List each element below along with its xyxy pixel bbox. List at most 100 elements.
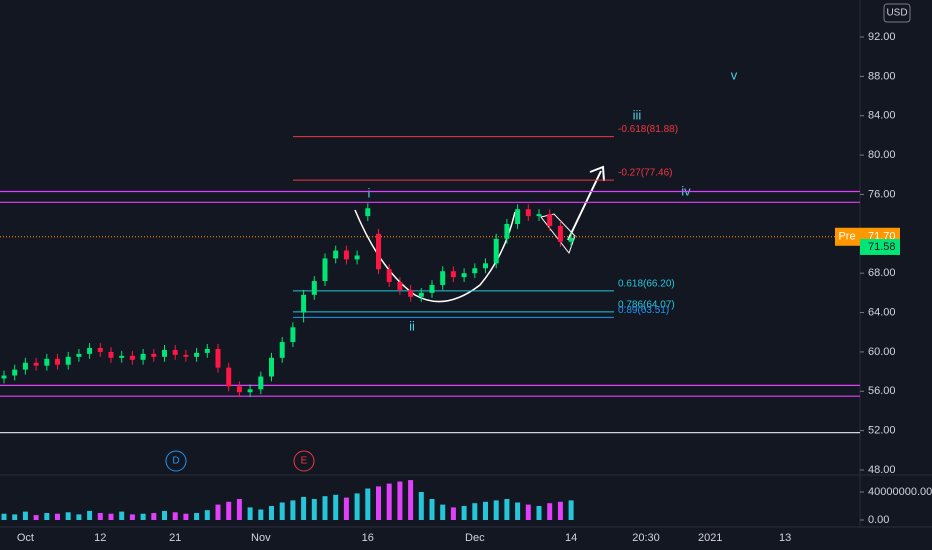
candle-body <box>247 389 253 393</box>
x-tick-label: Dec <box>465 532 485 544</box>
volume-bar <box>493 500 499 520</box>
y-tick-label: 60.00 <box>868 346 896 358</box>
candle-body <box>311 281 317 295</box>
candle-body <box>333 250 339 259</box>
volume-bar <box>354 493 360 520</box>
x-tick-label: Nov <box>251 532 271 544</box>
candle-body <box>525 209 531 217</box>
fib-label: 0.618(66.20) <box>618 279 675 290</box>
currency-button[interactable] <box>883 3 911 23</box>
candle-body <box>236 386 242 393</box>
candle-body <box>450 271 456 278</box>
volume-tick-label: 40000000.00 <box>868 486 932 498</box>
candle-body <box>151 353 157 357</box>
x-tick-label: 2021 <box>698 532 722 544</box>
volume-bar <box>301 496 307 520</box>
candle-body <box>269 357 274 377</box>
candle-body <box>119 355 125 358</box>
fib-label: 0.89(63.51) <box>618 305 669 316</box>
volume-bar <box>87 510 93 520</box>
volume-bar <box>97 513 103 520</box>
volume-bar <box>215 504 221 520</box>
wave-label: i <box>368 185 371 200</box>
y-tick-label: 92.00 <box>868 31 896 43</box>
candle-body <box>97 347 103 352</box>
x-tick-label: Oct <box>17 532 34 544</box>
y-tick-label: 76.00 <box>868 188 896 200</box>
candle-body <box>12 369 18 376</box>
candle-body <box>1 375 7 379</box>
candle-body <box>504 223 510 239</box>
volume-bar <box>279 502 285 520</box>
volume-bar <box>194 513 200 520</box>
volume-bar <box>472 503 478 520</box>
volume-bar <box>269 506 274 520</box>
volume-bar <box>33 515 39 520</box>
candle-body <box>44 358 50 366</box>
candle-body <box>226 367 232 387</box>
x-tick-label: 21 <box>169 532 181 544</box>
wave-label: ii <box>409 318 415 333</box>
fib-label: -0.27(77.46) <box>618 168 672 179</box>
volume-bar <box>429 499 435 520</box>
candle-body <box>65 356 71 365</box>
event-label: D <box>172 456 179 467</box>
candle-body <box>386 269 392 283</box>
volume-bar <box>162 510 167 520</box>
volume-bar <box>461 506 467 520</box>
candle-body <box>536 214 542 217</box>
volume-bar <box>504 499 510 520</box>
candle-body <box>547 214 553 226</box>
candle-body <box>568 237 574 242</box>
candle-body <box>322 258 328 282</box>
volume-bar <box>247 507 253 520</box>
y-tick-label: 64.00 <box>868 306 896 318</box>
candle-body <box>461 273 467 278</box>
candle-body <box>55 358 60 365</box>
y-tick-label: 48.00 <box>868 464 896 476</box>
candle-body <box>557 225 563 242</box>
candle-body <box>301 294 307 313</box>
volume-bar <box>55 513 60 520</box>
volume-bar <box>44 513 50 520</box>
fib-label: 0.786(64.07) <box>618 299 675 310</box>
volume-bar <box>408 480 414 520</box>
volume-bar <box>450 507 456 520</box>
candle-body <box>354 255 360 260</box>
volume-bar <box>515 502 521 520</box>
volume-bar <box>365 488 371 520</box>
volume-bar <box>568 500 574 520</box>
candle-body <box>343 250 349 260</box>
volume-bar <box>418 492 424 520</box>
candle-body <box>76 353 82 357</box>
x-tick-label: 13 <box>779 532 791 544</box>
x-tick-label: 20:30 <box>632 532 660 544</box>
x-tick-label: 16 <box>362 532 374 544</box>
volume-bar <box>108 513 114 520</box>
event-marker[interactable] <box>165 450 187 472</box>
fib-label: -0.618(81.88) <box>618 124 678 135</box>
x-tick-label: 14 <box>565 532 577 544</box>
candle-body <box>493 238 499 264</box>
arrow-head <box>589 165 605 182</box>
volume-bar <box>22 511 28 520</box>
candle-body <box>33 362 39 366</box>
volume-bar <box>557 501 563 520</box>
event-label: E <box>301 456 308 467</box>
candle-body <box>397 282 403 290</box>
candle-body <box>204 348 210 353</box>
y-tick-label: 80.00 <box>868 149 896 161</box>
y-tick-label: 56.00 <box>868 385 896 397</box>
volume-bar <box>333 494 339 520</box>
volume-bar <box>1 513 7 520</box>
candle-body <box>258 376 264 390</box>
candle-body <box>429 284 435 293</box>
volume-bar <box>226 501 232 520</box>
y-tick-label: 88.00 <box>868 70 896 82</box>
y-tick-label: 68.00 <box>868 267 896 279</box>
volume-bar <box>525 504 531 520</box>
event-marker[interactable] <box>293 450 315 472</box>
volume-bar <box>440 504 446 520</box>
volume-bar <box>204 510 210 520</box>
